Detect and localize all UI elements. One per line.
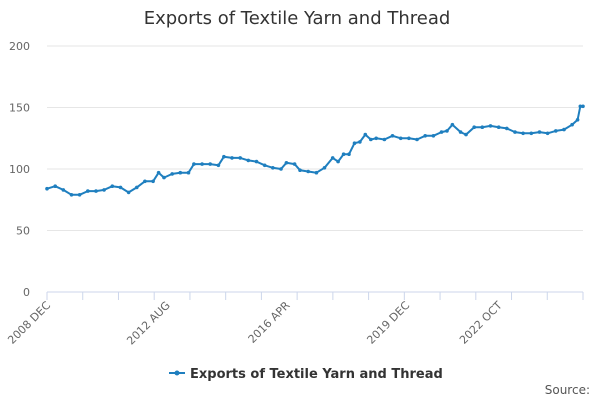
axis-layer: 0 50 100 150 200 2008 DEC 2012 AUG 2016 APR 2019… bbox=[5, 40, 584, 348]
data-point bbox=[581, 104, 585, 109]
data-point bbox=[341, 152, 346, 156]
data-point bbox=[262, 163, 267, 168]
data-point bbox=[186, 170, 191, 175]
data-point bbox=[178, 170, 183, 175]
data-point bbox=[94, 189, 98, 193]
data-point bbox=[69, 193, 74, 197]
data-point bbox=[545, 131, 550, 136]
data-point bbox=[537, 130, 542, 134]
data-point bbox=[554, 129, 558, 133]
data-point bbox=[246, 158, 251, 163]
series-line bbox=[46, 105, 583, 196]
data-point bbox=[415, 137, 419, 142]
data-point bbox=[374, 136, 379, 141]
data-point bbox=[151, 179, 155, 184]
data-point bbox=[192, 162, 196, 166]
data-point bbox=[480, 125, 485, 129]
data-point bbox=[390, 134, 395, 138]
data-point bbox=[363, 132, 368, 137]
data-point bbox=[298, 168, 302, 172]
data-point bbox=[472, 125, 477, 129]
data-point bbox=[238, 156, 242, 160]
data-point bbox=[382, 137, 387, 142]
data-point bbox=[162, 175, 166, 180]
data-point bbox=[45, 186, 49, 191]
data-point bbox=[336, 159, 340, 164]
data-point bbox=[439, 130, 444, 134]
data-point bbox=[578, 104, 583, 109]
legend-marker bbox=[174, 370, 180, 376]
data-point bbox=[570, 122, 574, 127]
data-point bbox=[521, 131, 525, 136]
data-point bbox=[529, 131, 534, 136]
data-point bbox=[118, 185, 123, 190]
data-point bbox=[505, 126, 509, 131]
x-tick-label: 2016 APR bbox=[246, 299, 293, 346]
data-point bbox=[271, 166, 275, 170]
grid-layer bbox=[47, 45, 583, 231]
y-tick-label: 0 bbox=[23, 286, 30, 299]
y-tick-label: 50 bbox=[16, 225, 30, 238]
data-point bbox=[445, 129, 449, 133]
chart-title: Exports of Textile Yarn and Thread bbox=[144, 8, 451, 29]
data-point bbox=[216, 163, 221, 168]
data-point bbox=[126, 190, 131, 195]
data-point bbox=[322, 166, 327, 170]
y-tick-label: 100 bbox=[9, 163, 30, 176]
x-tick-label: 2012 AUG bbox=[124, 299, 173, 348]
data-point bbox=[358, 140, 362, 144]
data-point bbox=[292, 162, 297, 166]
data-point bbox=[86, 189, 90, 193]
data-point bbox=[77, 193, 82, 197]
data-point bbox=[254, 159, 259, 164]
data-point bbox=[306, 169, 311, 174]
data-point bbox=[513, 130, 517, 134]
data-point bbox=[562, 127, 566, 132]
data-point bbox=[431, 134, 436, 138]
x-tick-label: 2022 OCT bbox=[457, 299, 505, 347]
data-point bbox=[200, 162, 204, 166]
x-tick-label: 2008 DEC bbox=[5, 299, 53, 347]
data-point bbox=[488, 124, 493, 128]
data-point bbox=[222, 154, 226, 159]
data-point bbox=[496, 125, 501, 129]
data-point bbox=[143, 179, 147, 184]
data-point bbox=[230, 156, 234, 160]
data-point bbox=[208, 162, 212, 166]
legend-label[interactable]: Exports of Textile Yarn and Thread bbox=[190, 367, 443, 382]
data-point bbox=[407, 136, 411, 141]
data-point bbox=[450, 122, 455, 127]
series-layer bbox=[45, 104, 585, 197]
source-label: Source: bbox=[545, 383, 590, 397]
data-point bbox=[170, 172, 174, 176]
data-point bbox=[458, 130, 463, 134]
data-point bbox=[314, 170, 319, 175]
data-point bbox=[575, 118, 580, 122]
data-point bbox=[156, 170, 161, 175]
data-point bbox=[347, 152, 351, 156]
y-tick-label: 200 bbox=[9, 40, 30, 53]
data-point bbox=[102, 188, 106, 192]
data-point bbox=[423, 134, 428, 138]
legend[interactable]: Exports of Textile Yarn and Thread bbox=[169, 367, 443, 382]
data-point bbox=[279, 167, 283, 171]
data-point bbox=[110, 184, 115, 188]
data-point bbox=[398, 136, 403, 141]
data-point bbox=[330, 156, 335, 160]
data-point bbox=[352, 141, 357, 145]
x-tick-label: 2019 DEC bbox=[364, 299, 412, 347]
y-tick-label: 150 bbox=[9, 102, 30, 115]
data-point bbox=[284, 161, 289, 165]
data-point bbox=[464, 132, 468, 137]
data-point bbox=[369, 137, 373, 142]
data-point bbox=[53, 184, 57, 188]
data-point bbox=[135, 185, 139, 190]
data-point bbox=[61, 188, 66, 192]
